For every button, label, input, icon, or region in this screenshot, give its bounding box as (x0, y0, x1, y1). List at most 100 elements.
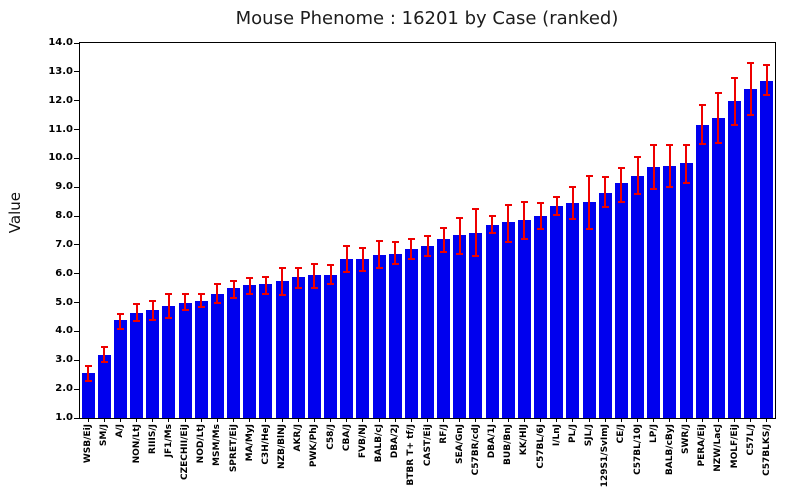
bar (485, 224, 499, 418)
x-axis-tick (556, 418, 558, 422)
x-axis-tick (119, 418, 121, 422)
error-bar-cap-bottom (666, 186, 674, 189)
x-tick-label: WSB/EiJ (83, 424, 94, 464)
error-bar (167, 293, 170, 319)
x-tick-label: CE/J (616, 424, 627, 444)
error-bar (701, 105, 704, 144)
y-tick-label: 2.0 (55, 383, 73, 395)
error-bar (442, 227, 445, 253)
x-tick-label: NON/LtJ (131, 424, 142, 464)
x-axis-tick (313, 418, 315, 422)
x-axis-tick (459, 418, 461, 422)
error-bar-cap-bottom (488, 232, 496, 235)
y-axis-tick (74, 42, 79, 44)
x-tick-label: AKR/J (293, 424, 304, 452)
error-bar (733, 77, 736, 126)
error-bar-cap-top (714, 92, 722, 95)
x-tick-label: DBA/1J (487, 424, 498, 459)
x-tick-label: NZB/BlNJ (277, 424, 288, 470)
x-tick-label: C57BL/6J (535, 424, 546, 469)
x-axis-tick (136, 418, 138, 422)
error-bar-cap-top (197, 292, 205, 295)
x-tick-label: LP/J (648, 424, 659, 443)
error-bar-cap-bottom (149, 318, 157, 321)
error-bar-cap-bottom (197, 305, 205, 308)
error-bar-cap-bottom (569, 217, 577, 220)
error-bar (345, 246, 348, 273)
bar (760, 80, 774, 418)
error-bar (151, 301, 154, 320)
error-bar-cap-top (553, 196, 561, 199)
error-bar-cap-bottom (537, 228, 545, 231)
bar (372, 255, 386, 418)
error-bar-cap-bottom (682, 181, 690, 184)
error-bar (458, 217, 461, 254)
error-bar-cap-top (763, 63, 771, 66)
y-tick-label: 10.0 (48, 152, 73, 164)
x-axis-tick (362, 418, 364, 422)
x-tick-label: SJL/J (584, 424, 595, 447)
x-tick-label: C57BR/cdJ (470, 424, 481, 476)
y-tick-label: 9.0 (55, 181, 73, 193)
y-axis-tick (74, 100, 79, 102)
bar (178, 302, 192, 418)
error-bar-cap-bottom (116, 327, 124, 330)
x-axis-tick (491, 418, 493, 422)
x-tick-label: NOD/LtJ (196, 424, 207, 464)
x-axis-tick (249, 418, 251, 422)
bar (679, 162, 693, 418)
x-axis-tick (507, 418, 509, 422)
y-axis-tick (74, 129, 79, 131)
y-axis-tick (74, 273, 79, 275)
error-bar-cap-bottom (407, 258, 415, 261)
error-bar-cap-top (116, 313, 124, 316)
x-axis-tick (200, 418, 202, 422)
x-axis-tick (685, 418, 687, 422)
bar (113, 319, 127, 418)
bar (598, 193, 612, 418)
error-bar-cap-top (747, 62, 755, 65)
error-bar-cap-top (262, 275, 270, 278)
x-tick-label: SWR/J (681, 424, 692, 454)
error-bar (264, 276, 267, 294)
bar (227, 288, 241, 418)
x-axis-tick (168, 418, 170, 422)
error-bar (474, 208, 477, 257)
error-bar-cap-top (246, 277, 254, 280)
error-bar-cap-top (294, 267, 302, 269)
error-bar-cap-bottom (504, 241, 512, 244)
error-bar (668, 145, 671, 188)
bar (130, 312, 144, 418)
bar (243, 285, 257, 418)
error-bar-cap-bottom (601, 206, 609, 209)
x-tick-label: MA/MyJ (244, 424, 255, 462)
error-bar-cap-top (149, 300, 157, 303)
x-axis-tick (637, 418, 639, 422)
error-bar-cap-top (456, 216, 464, 219)
bar (534, 216, 548, 418)
x-tick-label: CZECHII/EiJ (180, 424, 191, 480)
x-tick-label: C57L/J (745, 424, 756, 456)
error-bar-cap-bottom (230, 297, 238, 300)
error-bar-cap-bottom (553, 213, 561, 216)
x-axis-tick (216, 418, 218, 422)
error-bar-cap-bottom (343, 271, 351, 274)
x-axis-tick (620, 418, 622, 422)
error-bar-cap-bottom (100, 360, 108, 363)
bar (146, 309, 160, 418)
bar (437, 239, 451, 418)
x-tick-label: BALB/cJ (374, 424, 384, 463)
x-axis-tick (427, 418, 428, 422)
y-tick-label: 4.0 (55, 325, 73, 337)
x-axis-tick (750, 418, 752, 422)
bar (711, 118, 725, 418)
x-axis-tick (604, 418, 606, 422)
error-bar-cap-top (165, 292, 173, 295)
bar (631, 175, 645, 418)
error-bar-cap-top (84, 365, 92, 368)
error-bar-cap-bottom (456, 252, 464, 255)
error-bar (378, 240, 380, 268)
error-bar-cap-bottom (424, 255, 431, 258)
error-bar-cap-bottom (262, 292, 270, 295)
error-bar (426, 236, 429, 257)
